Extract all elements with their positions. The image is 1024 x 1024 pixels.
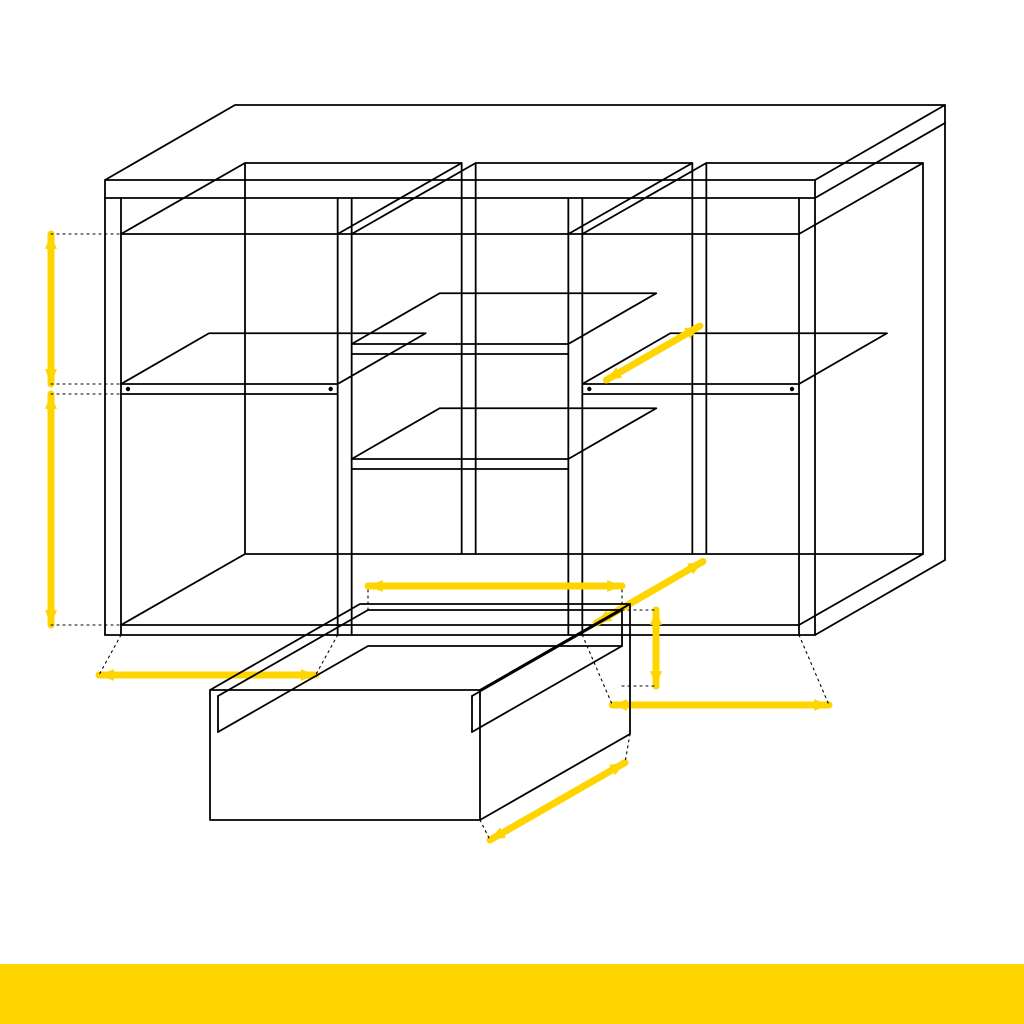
footer-bar [0,964,1024,1024]
diagram-stage [0,0,1024,1024]
diagram-svg [0,0,1024,1024]
